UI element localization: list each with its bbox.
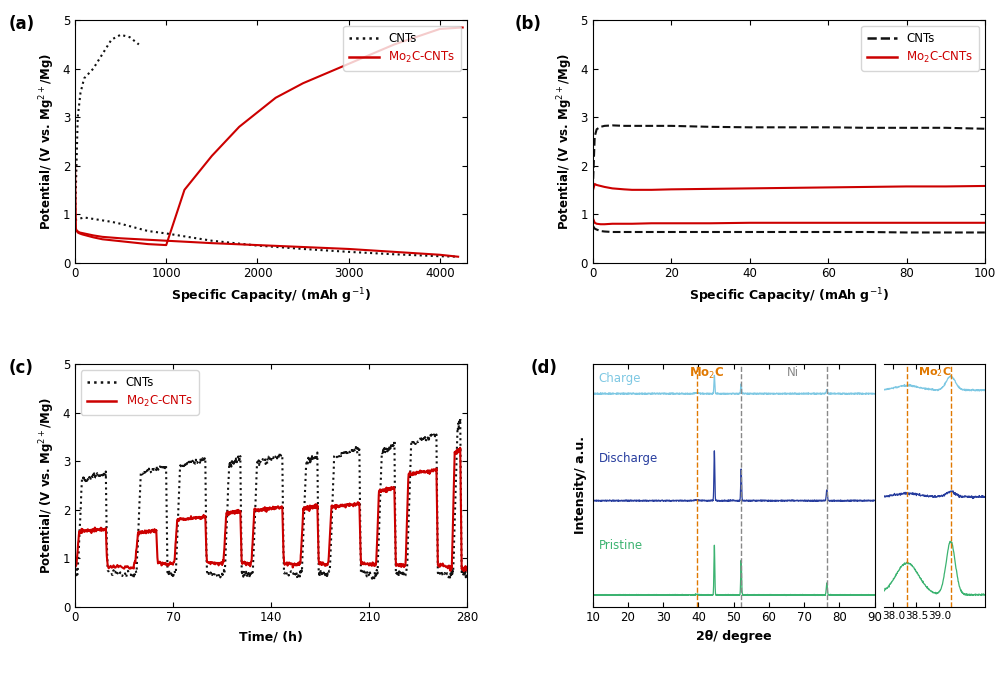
Legend: CNTs, Mo$_2$C-CNTs: CNTs, Mo$_2$C-CNTs	[81, 370, 199, 415]
Text: Charge: Charge	[598, 371, 641, 385]
Y-axis label: Intensity/ a.u.: Intensity/ a.u.	[574, 437, 587, 534]
Text: Discharge: Discharge	[598, 452, 658, 464]
X-axis label: Specific Capacity/ (mAh g$^{-1}$): Specific Capacity/ (mAh g$^{-1}$)	[171, 286, 371, 305]
X-axis label: Time/ (h): Time/ (h)	[239, 630, 303, 643]
Text: (c): (c)	[8, 359, 33, 377]
Y-axis label: Potential/ (V vs. Mg$^{2+}$/Mg): Potential/ (V vs. Mg$^{2+}$/Mg)	[555, 53, 575, 230]
Legend: CNTs, Mo$_2$C-CNTs: CNTs, Mo$_2$C-CNTs	[861, 26, 979, 71]
Text: (d): (d)	[531, 359, 558, 377]
Text: (a): (a)	[8, 16, 34, 34]
X-axis label: 2θ/ degree: 2θ/ degree	[696, 630, 772, 643]
Text: Pristine: Pristine	[598, 539, 643, 552]
X-axis label: Specific Capacity/ (mAh g$^{-1}$): Specific Capacity/ (mAh g$^{-1}$)	[689, 286, 889, 305]
Legend: CNTs, Mo$_2$C-CNTs: CNTs, Mo$_2$C-CNTs	[343, 26, 461, 71]
Text: Ni: Ni	[787, 365, 799, 379]
Text: Mo$_2$C: Mo$_2$C	[918, 365, 951, 379]
Y-axis label: Potential/ (V vs. Mg$^{2+}$/Mg): Potential/ (V vs. Mg$^{2+}$/Mg)	[37, 53, 57, 230]
Text: (b): (b)	[514, 16, 541, 34]
Text: Mo$_2$C: Mo$_2$C	[689, 365, 725, 381]
Y-axis label: Potential/ (V vs. Mg$^{2+}$/Mg): Potential/ (V vs. Mg$^{2+}$/Mg)	[37, 397, 57, 574]
